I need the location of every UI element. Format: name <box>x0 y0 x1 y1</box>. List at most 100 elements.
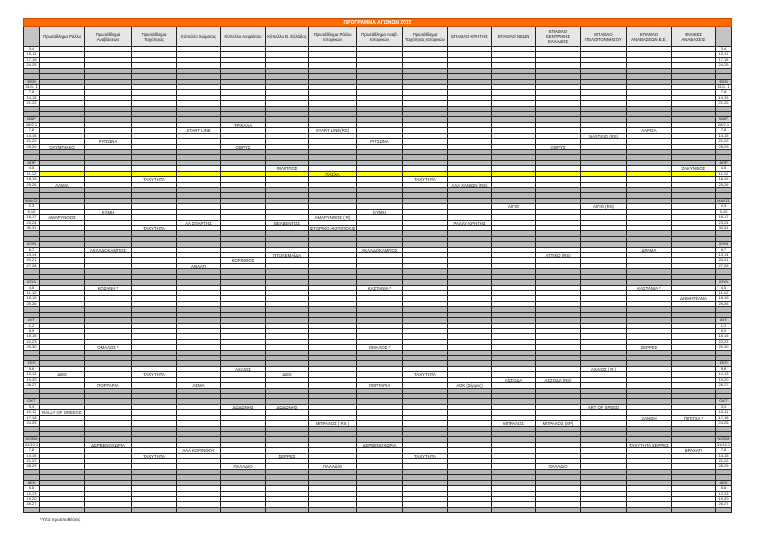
schedule-cell <box>132 328 177 335</box>
schedule-cell <box>85 133 132 140</box>
column-header: ΕΠΑΘΛΟ ΝΕΩΝ <box>492 27 536 47</box>
schedule-cell <box>40 225 85 232</box>
schedule-cell <box>403 63 448 69</box>
schedule-cell <box>85 144 132 151</box>
spacer-row <box>23 187 732 194</box>
month-label: ΜΑΡ <box>716 117 732 123</box>
schedule-cell <box>309 383 357 389</box>
schedule-cell <box>221 318 266 324</box>
schedule-cell <box>40 166 85 172</box>
schedule-cell <box>357 421 403 427</box>
schedule-cell <box>177 377 221 384</box>
date-row: 30,31 ΤΑΧΥΤΗΤΑ ΙΣΤΟΡΙΚΟ ΑΚΡΟΠΟΛΙΣ 30,31 <box>23 225 732 232</box>
schedule-cell <box>627 144 672 151</box>
schedule-cell <box>85 426 132 432</box>
schedule-cell <box>672 84 716 91</box>
schedule-cell <box>536 356 581 362</box>
schedule-cell <box>448 198 492 205</box>
date-row: 31/10,1 ΔΕΡΒΕΝΟΧΩΡΙΑ ΔΕΡΒΕΝΟΧΩΡΙΑ ΤΑΧΥΤΗΤΑ … <box>23 442 732 449</box>
schedule-cell <box>536 155 581 161</box>
schedule-cell <box>85 366 132 373</box>
date-row: 21,22 21,22 <box>23 100 732 107</box>
schedule-cell <box>672 339 716 346</box>
weekend-dates: 25,26 <box>716 301 732 308</box>
month-row: ΑΥΓ ΑΥΓ <box>23 317 732 324</box>
schedule-cell <box>132 312 177 319</box>
schedule-cell <box>492 215 536 221</box>
schedule-cell <box>177 247 221 254</box>
schedule-cell <box>672 117 716 123</box>
schedule-cell <box>672 231 716 237</box>
schedule-table: Πρωτάθλημα Ράλλυ Πρωτάθλημα Αναβάσεων Πρωτ… <box>23 27 732 514</box>
schedule-cell <box>492 345 536 351</box>
schedule-cell <box>177 231 221 237</box>
schedule-cell <box>403 68 448 75</box>
weekend-dates: 13,14 <box>23 252 40 259</box>
event-entry: ΠΑΛΑΔΙΟ <box>548 464 568 470</box>
schedule-cell: ΔΩΔΩΝΗΣ <box>221 404 266 411</box>
schedule-cell <box>492 263 536 270</box>
schedule-cell <box>536 177 581 183</box>
schedule-cell <box>309 442 357 449</box>
month-label: ΑΥΓ <box>23 317 40 324</box>
schedule-cell <box>357 84 403 91</box>
event-entry: ART OF SPEED <box>587 404 620 410</box>
schedule-cell <box>581 415 627 422</box>
schedule-cell <box>672 388 716 394</box>
column-header: Κύπελλο Χώματος <box>177 27 221 47</box>
date-cell <box>716 307 732 313</box>
schedule-cell <box>309 350 357 357</box>
schedule-cell <box>403 166 448 172</box>
schedule-cell <box>403 198 448 205</box>
schedule-cell: ΑΧΑΙΟΣ ( R ) <box>581 366 627 373</box>
schedule-cell <box>266 361 309 367</box>
schedule-cell <box>221 312 266 319</box>
schedule-cell <box>132 204 177 210</box>
schedule-cell <box>581 128 627 134</box>
schedule-cell <box>40 285 85 291</box>
weekend-dates: 3,4 <box>716 404 732 411</box>
schedule-cell <box>403 220 448 226</box>
schedule-cell <box>221 431 266 438</box>
schedule-cell <box>221 187 266 194</box>
schedule-cell <box>266 47 309 53</box>
schedule-cell <box>221 421 266 427</box>
schedule-cell <box>357 101 403 107</box>
date-cell <box>23 74 40 80</box>
schedule-cell <box>403 296 448 302</box>
schedule-cell <box>672 74 716 80</box>
weekend-dates: 23,24 <box>716 220 732 226</box>
schedule-cell <box>403 122 448 129</box>
schedule-cell <box>672 63 716 69</box>
schedule-cell <box>85 318 132 324</box>
schedule-cell <box>403 155 448 161</box>
schedule-cell <box>448 193 492 199</box>
schedule-cell <box>448 95 492 102</box>
schedule-cell <box>221 290 266 297</box>
schedule-cell <box>85 79 132 85</box>
schedule-cell <box>357 323 403 329</box>
schedule-cell <box>357 437 403 443</box>
schedule-cell <box>357 198 403 205</box>
schedule-cell <box>85 312 132 319</box>
date-cell <box>716 74 732 80</box>
schedule-cell <box>221 328 266 335</box>
schedule-cell <box>536 437 581 443</box>
schedule-cell <box>581 394 627 400</box>
schedule-cell <box>536 139 581 145</box>
schedule-cell <box>266 307 309 313</box>
schedule-cell: ΛΑΡΙΣΑ <box>627 128 672 134</box>
schedule-cell <box>492 442 536 449</box>
schedule-cell <box>403 323 448 329</box>
schedule-cell <box>672 209 716 216</box>
schedule-cell <box>536 52 581 58</box>
schedule-cell <box>40 139 85 145</box>
month-row: ΦΕΒ ΦΕΒ <box>23 79 732 85</box>
schedule-cell <box>403 160 448 167</box>
schedule-cell <box>177 160 221 167</box>
schedule-cell <box>221 323 266 329</box>
schedule-cell <box>536 122 581 129</box>
date-row: 9,10 ΚΥΜΗ ΚΥΜΗ 9,10 <box>23 209 732 216</box>
date-row: 7,8 ΑΛΑ ΚΟΡΙΝΘΟΥ ΒΡΑΧΑΤΙ 7,8 <box>23 447 732 454</box>
schedule-cell <box>177 426 221 432</box>
